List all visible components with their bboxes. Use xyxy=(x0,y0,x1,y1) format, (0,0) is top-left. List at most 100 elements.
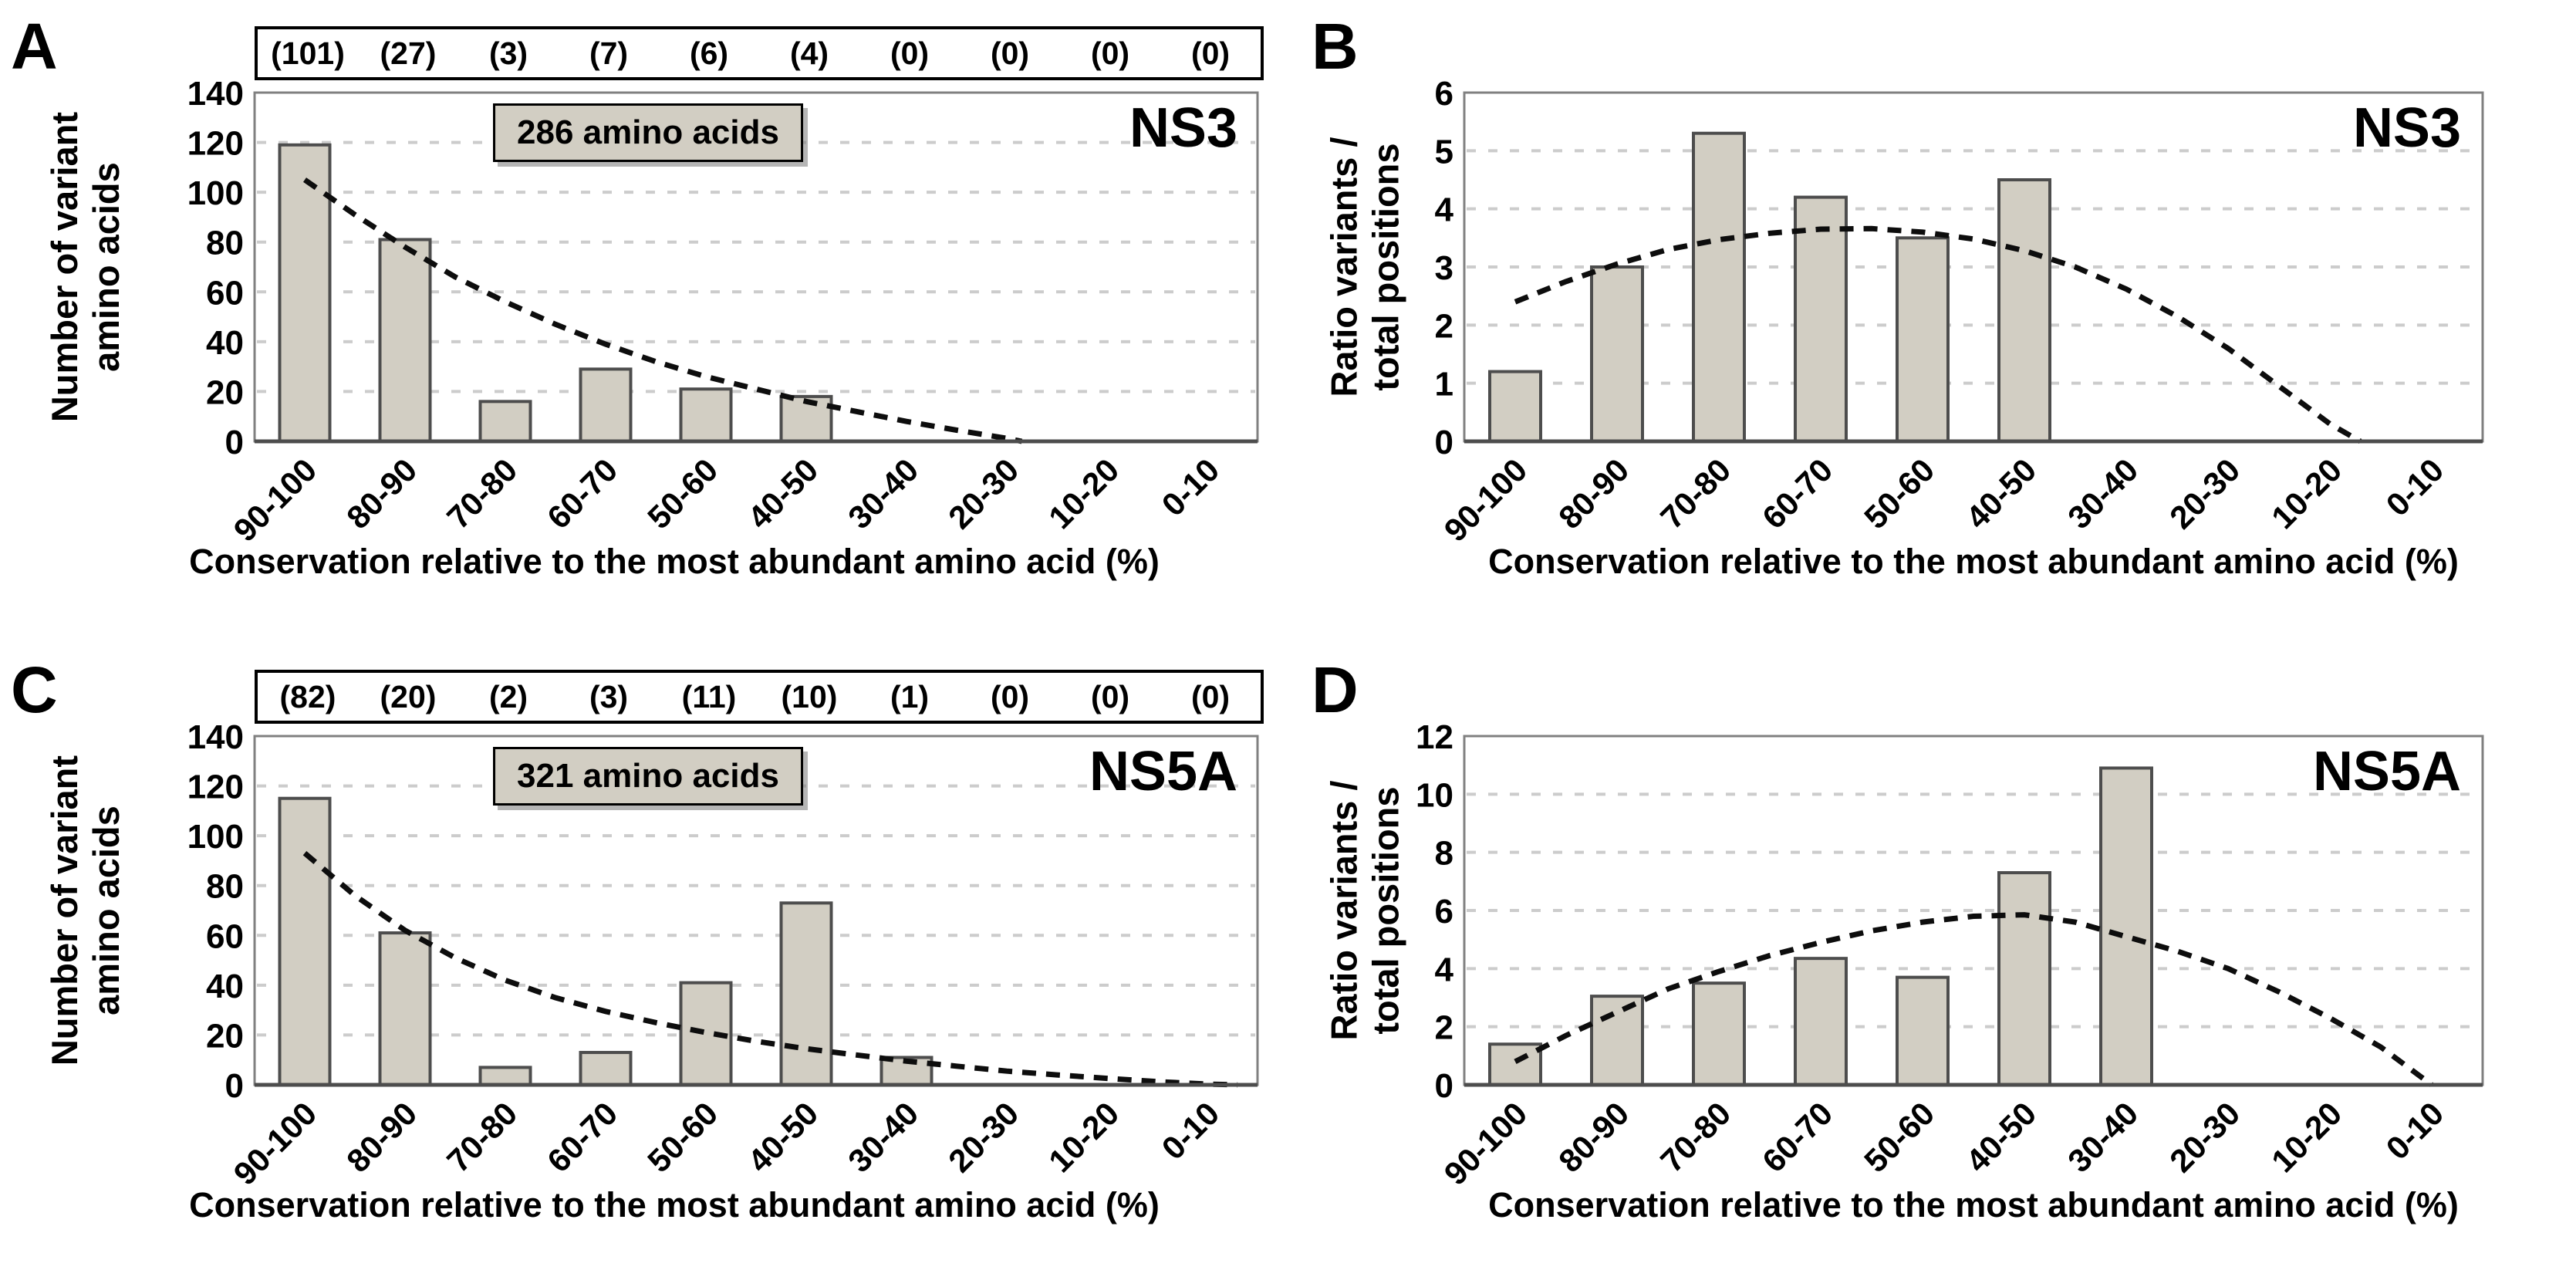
protein-length-box: 286 amino acids xyxy=(493,103,803,162)
count-label: (0) xyxy=(1190,35,1231,71)
x-tick-label: 70-80 xyxy=(440,1095,524,1179)
bar-chart-plot: 0 2 4 6 8 10 12 90-100 80-90 70-80 60-70 50-60 40-50… xyxy=(1416,718,2484,1192)
panel-d-ns5a-ratio: D Ratio variants / total positions NS5A 0… xyxy=(1288,644,2576,1287)
y-tick-label: 80 xyxy=(206,868,244,906)
panel-c-ns5a-counts: C (82) (20) (2) (3) (11) (10) (1) (0) (0) (0) Num… xyxy=(0,644,1288,1287)
y-tick-label: 140 xyxy=(187,75,244,113)
x-tick-label: 90-100 xyxy=(227,451,324,549)
x-axis-title: Conservation relative to the most abunda… xyxy=(189,542,1160,581)
bar xyxy=(779,901,833,1087)
trend-line xyxy=(302,851,1238,1088)
x-tick-label: 90-100 xyxy=(1437,451,1534,549)
bar xyxy=(278,143,332,444)
y-tick-label: 120 xyxy=(187,768,244,806)
trend-line xyxy=(303,177,1023,444)
bar xyxy=(378,931,432,1086)
y-axis-title: Number of variant amino acids xyxy=(28,93,143,441)
y-tick-label: 2 xyxy=(1435,307,1453,345)
y-tick-label: 0 xyxy=(225,424,244,461)
bar xyxy=(1794,195,1848,443)
count-label: (0) xyxy=(990,35,1030,71)
bar xyxy=(1794,957,1848,1086)
bar xyxy=(378,238,432,443)
x-tick-label: 40-50 xyxy=(741,1095,825,1179)
y-axis-title-line1: Number of variant xyxy=(43,755,85,1066)
y-tick-label: 40 xyxy=(206,324,244,362)
x-tick-label: 70-80 xyxy=(1653,1095,1737,1179)
panel-a-ns3-counts: A (101) (27) (3) (7) (6) (4) (0) (0) (0) (0) Numb… xyxy=(0,0,1288,644)
trend-line xyxy=(1514,912,2434,1087)
count-label: (27) xyxy=(380,35,437,71)
panel-letter: B xyxy=(1312,10,1359,83)
x-tick-label: 20-30 xyxy=(2162,451,2247,535)
bar xyxy=(478,1066,532,1087)
x-tick-label: 20-30 xyxy=(941,451,1025,535)
x-tick-label: 30-40 xyxy=(2061,1095,2145,1179)
x-tick-label: 90-100 xyxy=(227,1095,324,1192)
y-axis-title-line2: total positions xyxy=(1365,786,1406,1035)
count-label: (0) xyxy=(1190,678,1231,714)
bar xyxy=(579,1051,633,1086)
bar-chart-plot: 0 1 2 3 4 5 6 90-100 80-90 70-80 60-70 50-60 40-50 30… xyxy=(1435,75,2484,549)
y-tick-label: 80 xyxy=(206,225,244,262)
protein-label: NS5A xyxy=(1089,741,1237,802)
bar xyxy=(1590,995,1644,1086)
y-axis-title: Number of variant amino acids xyxy=(28,736,143,1085)
count-label: (0) xyxy=(890,35,930,71)
y-tick-label: 20 xyxy=(206,373,244,411)
bar xyxy=(2099,766,2153,1087)
x-tick-label: 30-40 xyxy=(841,451,925,535)
y-axis-title-line1: Ratio variants / xyxy=(1322,780,1364,1041)
count-label: (3) xyxy=(589,678,629,714)
count-label: (4) xyxy=(789,35,829,71)
y-axis-title-line1: Number of variant xyxy=(43,111,85,423)
count-label: (101) xyxy=(271,35,345,71)
y-tick-label: 0 xyxy=(1435,1067,1453,1105)
count-label: (20) xyxy=(380,678,437,714)
bar xyxy=(1692,981,1746,1086)
x-tick-label: 70-80 xyxy=(440,451,524,535)
y-axis-title-line2: amino acids xyxy=(86,162,127,372)
x-tick-label: 0-10 xyxy=(2379,451,2451,523)
bar xyxy=(1997,871,2051,1086)
protein-length-box: 321 amino acids xyxy=(493,747,803,806)
bar xyxy=(1896,236,1950,443)
x-tick-label: 60-70 xyxy=(540,451,624,535)
count-label: (0) xyxy=(990,678,1030,714)
y-tick-label: 4 xyxy=(1435,191,1454,229)
bar xyxy=(278,796,332,1086)
x-tick-label: 60-70 xyxy=(1755,451,1839,535)
y-tick-label: 6 xyxy=(1435,75,1453,113)
y-tick-label: 6 xyxy=(1435,893,1453,931)
panel-letter: A xyxy=(11,10,58,83)
protein-label: NS3 xyxy=(2352,97,2461,159)
x-axis-title: Conservation relative to the most abunda… xyxy=(1488,1185,2459,1225)
count-label: (1) xyxy=(890,678,930,714)
panel-letter: C xyxy=(11,654,58,726)
bar xyxy=(1488,1042,1542,1086)
y-tick-label: 12 xyxy=(1416,718,1453,756)
bar xyxy=(1997,178,2051,443)
x-tick-label: 10-20 xyxy=(1042,1095,1126,1179)
x-tick-label: 60-70 xyxy=(1755,1095,1839,1179)
y-tick-label: 140 xyxy=(187,718,244,756)
x-tick-label: 80-90 xyxy=(339,1095,424,1179)
y-tick-label: 4 xyxy=(1435,951,1454,988)
y-tick-label: 40 xyxy=(206,968,244,1005)
bar xyxy=(478,400,532,443)
bar xyxy=(1488,370,1542,444)
x-tick-label: 80-90 xyxy=(1551,451,1636,535)
y-tick-label: 100 xyxy=(187,174,244,212)
x-tick-label: 50-60 xyxy=(640,451,724,535)
x-tick-label: 30-40 xyxy=(2061,451,2145,535)
x-tick-label: 0-10 xyxy=(1155,451,1227,523)
bar xyxy=(679,387,733,444)
x-tick-label: 0-10 xyxy=(1155,1095,1227,1167)
panel-b-ns3-ratio: B Ratio variants / total positions NS3 0 1… xyxy=(1288,0,2576,644)
y-tick-label: 3 xyxy=(1435,249,1453,287)
x-tick-label: 10-20 xyxy=(2264,1095,2348,1179)
x-tick-label: 80-90 xyxy=(1551,1095,1636,1179)
x-tick-label: 90-100 xyxy=(1437,1095,1534,1192)
x-tick-label: 40-50 xyxy=(1959,1095,2043,1179)
counts-row: (82) (20) (2) (3) (11) (10) (1) (0) (0) (0) xyxy=(255,670,1264,724)
